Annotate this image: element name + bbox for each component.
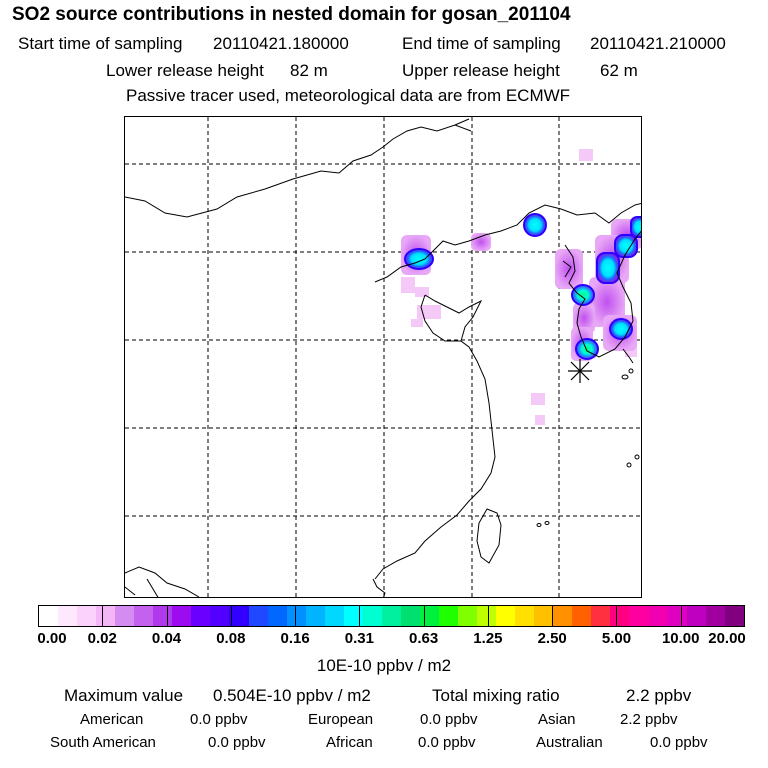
end-time-label: End time of sampling [402, 34, 561, 53]
low-plumes [401, 219, 641, 361]
region-label: South American [50, 734, 156, 751]
map-canvas [125, 117, 641, 597]
colorbar-segment [610, 606, 630, 626]
colorbar-tick-label: 0.63 [409, 630, 439, 647]
region-value: 0.0 ppbv [650, 734, 708, 751]
total-mixing-value: 2.2 ppbv [626, 686, 692, 705]
region-value: 2.2 ppbv [620, 711, 678, 728]
colorbar-divider [295, 605, 297, 627]
colorbar-units: 10E-10 ppbv / m2 [316, 656, 452, 675]
colorbar-segment [705, 606, 725, 626]
region-label: European [308, 711, 374, 728]
upper-height-label: Upper release height [402, 61, 560, 80]
colorbar-segment [419, 606, 439, 626]
colorbar-segment [515, 606, 535, 626]
tracer-note: Passive tracer used, meteorological data… [126, 86, 571, 105]
colorbar-segment [58, 606, 78, 626]
region-label: Asian [538, 711, 576, 728]
colorbar-divider [616, 605, 618, 627]
colorbar-segment [438, 606, 459, 626]
colorbar-segment [39, 606, 59, 626]
colorbar-tick-label: 0.08 [216, 630, 246, 647]
upper-height-value: 62 m [600, 61, 638, 80]
colorbar-tick-label: 0.04 [151, 630, 182, 647]
colorbar-segment [496, 606, 516, 626]
colorbar-segment [362, 606, 382, 626]
end-time-value: 20110421.210000 [590, 34, 726, 53]
colorbar [38, 605, 745, 627]
region-value: 0.0 ppbv [420, 711, 478, 728]
max-value: 0.504E-10 ppbv / m2 [213, 686, 371, 705]
colorbar-segment [324, 606, 344, 626]
colorbar-divider [359, 605, 361, 627]
start-time-label: Start time of sampling [18, 34, 183, 53]
page-title: SO2 source contributions in nested domai… [12, 4, 571, 25]
coastlines [125, 118, 641, 597]
lower-height-value: 82 m [290, 61, 328, 80]
colorbar-divider [423, 605, 425, 627]
colorbar-tick-label: 5.00 [601, 630, 632, 647]
colorbar-tick-label: 0.00 [37, 630, 67, 647]
colorbar-segment [210, 606, 230, 626]
colorbar-segment [724, 606, 744, 626]
colorbar-segment [400, 606, 420, 626]
colorbar-segment [267, 606, 287, 626]
colorbar-divider [680, 605, 682, 627]
colorbar-segment [172, 606, 192, 626]
colorbar-tick-label: 0.16 [280, 630, 310, 647]
colorbar-segment [115, 606, 135, 626]
colorbar-tick-label: 20.00 [708, 630, 746, 647]
colorbar-divider [487, 605, 489, 627]
colorbar-segment [229, 606, 249, 626]
colorbar-segment [534, 606, 554, 626]
colorbar-segment [686, 606, 706, 626]
colorbar-segment [343, 606, 363, 626]
region-label: American [80, 711, 144, 728]
colorbar-segment [134, 606, 154, 626]
colorbar-segment [381, 606, 401, 626]
colorbar-segment [629, 606, 649, 626]
colorbar-tick-label: 10.00 [661, 630, 700, 647]
colorbar-segment [191, 606, 211, 626]
colorbar-segment [477, 606, 497, 626]
colorbar-tick-label: 0.31 [344, 630, 374, 647]
colorbar-segment [96, 606, 116, 626]
colorbar-segment [153, 606, 173, 626]
total-mixing-label: Total mixing ratio [432, 686, 560, 705]
station-marker [568, 359, 592, 383]
colorbar-segment [77, 606, 97, 626]
region-value: 0.0 ppbv [418, 734, 476, 751]
colorbar-segment [458, 606, 478, 626]
colorbar-divider [552, 605, 554, 627]
colorbar-divider [102, 605, 104, 627]
colorbar-segment [667, 606, 687, 626]
region-label: Australian [536, 734, 603, 751]
max-value-label: Maximum value [64, 686, 184, 705]
colorbar-segment [572, 606, 592, 626]
colorbar-divider [230, 605, 232, 627]
colorbar-tick-label: 2.50 [537, 630, 567, 647]
colorbar-segment [305, 606, 325, 626]
lat-lon-grid [125, 117, 641, 597]
colorbar-segment [286, 606, 306, 626]
colorbar-segment [248, 606, 268, 626]
lower-height-label: Lower release height [106, 61, 264, 80]
region-value: 0.0 ppbv [208, 734, 266, 751]
region-label: African [326, 734, 373, 751]
colorbar-segment [553, 606, 573, 626]
colorbar-tick-label: 0.02 [87, 630, 117, 647]
colorbar-segment [591, 606, 611, 626]
colorbar-tick-label: 1.25 [473, 630, 503, 647]
start-time-value: 20110421.180000 [213, 34, 349, 53]
map-panel [124, 116, 642, 598]
colorbar-segment [648, 606, 668, 626]
colorbar-divider [166, 605, 168, 627]
region-value: 0.0 ppbv [190, 711, 248, 728]
